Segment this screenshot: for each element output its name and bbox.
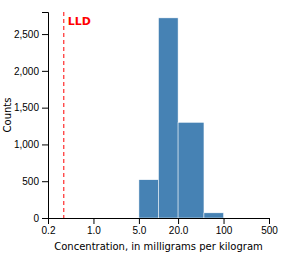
chart: 0.2 1.0 5.0 20.0 100 500 0 500 1,000 1,500 2,000 2,… xyxy=(0,0,283,256)
tick-mark xyxy=(224,218,225,224)
tick-label: 2,000 xyxy=(14,66,39,77)
marks xyxy=(64,12,224,218)
tick-label: 0 xyxy=(33,213,39,224)
bar xyxy=(159,18,179,218)
tick: 1,500 xyxy=(14,102,48,113)
tick-label: 1.0 xyxy=(87,225,101,236)
tick: 0 xyxy=(33,213,48,224)
annotations: LLD xyxy=(68,15,91,28)
bar xyxy=(113,218,139,219)
tick-mark xyxy=(269,218,270,224)
tick: 0.2 xyxy=(42,218,56,236)
tick: 20.0 xyxy=(169,218,189,236)
tick: 100 xyxy=(216,218,233,236)
tick-mark xyxy=(42,144,48,145)
bar xyxy=(48,218,74,219)
bar xyxy=(74,218,94,219)
tick-label: 5.0 xyxy=(132,225,146,236)
tick: 1.0 xyxy=(87,218,101,236)
tick: 500 xyxy=(22,176,48,187)
tick-label: 20.0 xyxy=(169,225,189,236)
x-axis-title: Concentration, in milligrams per kilogra… xyxy=(54,241,263,252)
tick: 500 xyxy=(261,218,278,236)
tick: 5.0 xyxy=(132,218,146,236)
tick-mark xyxy=(178,218,179,224)
annotation-label: LLD xyxy=(68,15,91,28)
bar xyxy=(204,213,224,218)
tick-mark xyxy=(42,71,48,72)
bar xyxy=(178,122,204,218)
tick-label: 2,500 xyxy=(14,29,39,40)
tick-label: 1,000 xyxy=(14,139,39,150)
bar xyxy=(93,218,113,219)
bar xyxy=(224,218,269,219)
reference-line xyxy=(63,12,64,218)
x-axis: 0.2 1.0 5.0 20.0 100 500 xyxy=(42,218,279,236)
tick-mark xyxy=(42,218,48,219)
tick-label: 500 xyxy=(22,176,39,187)
tick: 2,500 xyxy=(14,29,48,40)
tick-mark xyxy=(42,34,48,35)
tick-label: 100 xyxy=(216,225,233,236)
tick-mark xyxy=(42,108,48,109)
axis-line xyxy=(49,219,270,225)
axis-line xyxy=(42,13,49,219)
plot: 0.2 1.0 5.0 20.0 100 500 0 500 1,000 1,500 2,000 2,… xyxy=(14,12,278,236)
tick-label: 1,500 xyxy=(14,102,39,113)
y-axis-title: Counts xyxy=(2,98,13,133)
bar xyxy=(139,180,159,218)
tick: 2,000 xyxy=(14,66,48,77)
y-axis: 0 500 1,000 1,500 2,000 2,500 xyxy=(14,13,49,224)
tick-label: 0.2 xyxy=(42,225,56,236)
tick-label: 500 xyxy=(261,225,278,236)
tick-mark xyxy=(93,218,94,224)
tick: 1,000 xyxy=(14,139,48,150)
tick-mark xyxy=(139,218,140,224)
tick-mark xyxy=(42,181,48,182)
